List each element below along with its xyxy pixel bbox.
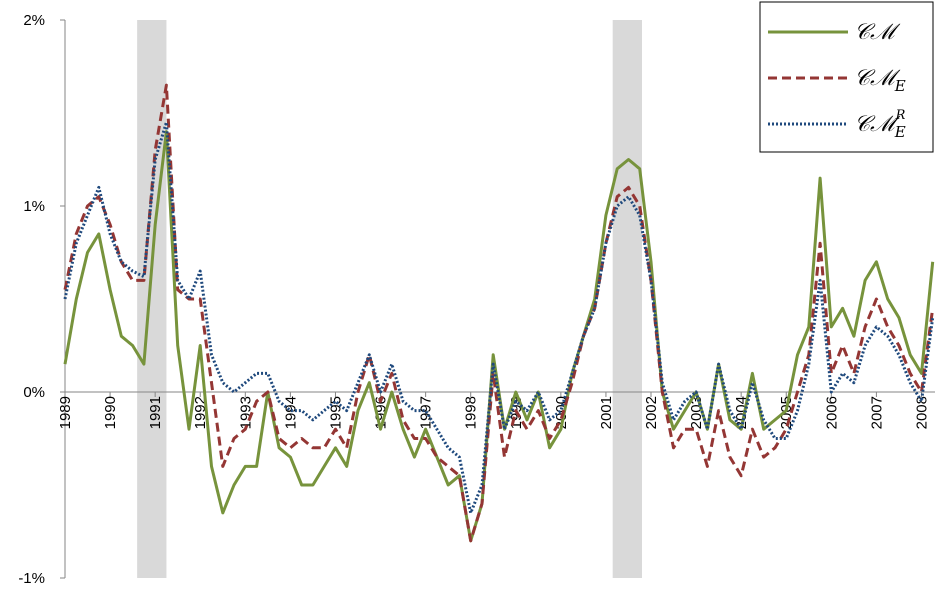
x-tick-label: 1996 — [373, 396, 390, 429]
x-tick-label: 1994 — [282, 396, 299, 429]
x-tick-label: 2005 — [778, 396, 795, 429]
series-line — [63, 120, 935, 515]
x-tick-label: 2008 — [913, 396, 930, 429]
series-line — [63, 83, 935, 543]
x-tick-label: 2007 — [868, 396, 885, 429]
x-tick-label: 1989 — [57, 396, 74, 429]
y-tick-label: -1% — [18, 570, 45, 587]
series-line — [63, 130, 935, 543]
recession-band — [612, 20, 642, 578]
legend-label: 𝒞ℳE — [854, 66, 906, 95]
x-tick-label: 1990 — [102, 396, 119, 429]
x-tick-label: 2002 — [643, 396, 660, 429]
x-tick-label: 2006 — [823, 396, 840, 429]
y-tick-label: 1% — [23, 198, 45, 215]
legend-label: 𝒞ℳER — [854, 108, 906, 141]
x-tick-label: 2001 — [598, 396, 615, 429]
x-tick-label: 1998 — [463, 396, 480, 429]
x-tick-label: 1991 — [147, 396, 164, 429]
y-tick-label: 2% — [23, 12, 45, 29]
x-tick-label: 1995 — [327, 396, 344, 429]
legend-label: 𝒞ℳ — [854, 20, 901, 45]
y-tick-label: 0% — [23, 384, 45, 401]
